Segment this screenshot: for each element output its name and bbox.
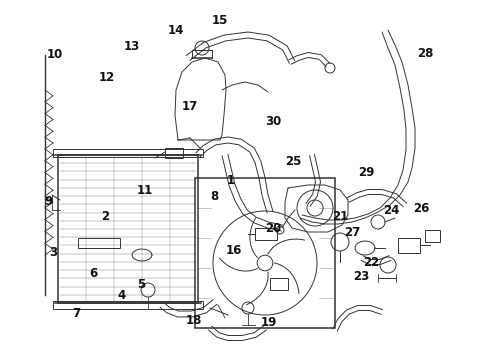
Text: 5: 5 [137, 278, 145, 291]
Bar [425, 230, 440, 242]
Bar [195, 178, 335, 328]
Text: 29: 29 [358, 166, 375, 179]
Bar [398, 238, 420, 253]
Bar [53, 301, 203, 309]
Text: 4: 4 [118, 289, 125, 302]
Text: 24: 24 [383, 204, 399, 217]
Text: 22: 22 [363, 256, 380, 269]
Text: 20: 20 [265, 222, 282, 235]
Bar [270, 278, 288, 290]
Text: 7: 7 [72, 307, 80, 320]
Bar [58, 155, 198, 303]
Text: 8: 8 [211, 190, 219, 203]
Text: 3: 3 [49, 246, 57, 258]
Text: 6: 6 [89, 267, 97, 280]
Bar [165, 148, 183, 158]
Text: 14: 14 [167, 24, 184, 37]
Text: 11: 11 [136, 184, 153, 197]
Text: 21: 21 [332, 210, 349, 222]
Text: 30: 30 [265, 115, 282, 128]
Text: 2: 2 [101, 210, 109, 222]
Bar [255, 228, 277, 240]
Text: 25: 25 [285, 155, 301, 168]
Text: 26: 26 [413, 202, 430, 215]
Text: 19: 19 [260, 316, 277, 329]
Text: 18: 18 [185, 314, 202, 327]
Text: 17: 17 [182, 100, 198, 113]
Text: 1: 1 [226, 174, 234, 186]
Text: 16: 16 [226, 244, 243, 257]
Text: 12: 12 [98, 71, 115, 84]
Bar [53, 149, 203, 157]
Bar [78, 238, 120, 248]
Text: 10: 10 [47, 48, 63, 60]
Text: 23: 23 [353, 270, 370, 283]
Text: 15: 15 [211, 14, 228, 27]
Text: 28: 28 [417, 47, 434, 60]
Text: 27: 27 [343, 226, 360, 239]
Text: 13: 13 [123, 40, 140, 53]
Text: 9: 9 [44, 195, 52, 208]
